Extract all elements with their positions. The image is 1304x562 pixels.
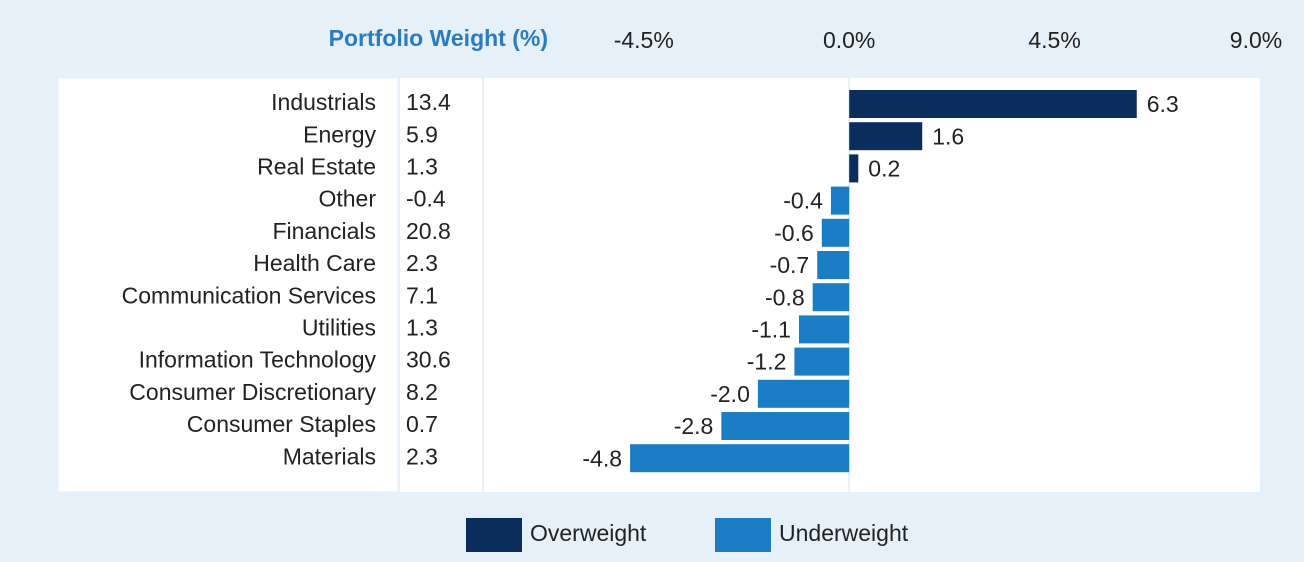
data-label: -1.2 xyxy=(747,349,787,375)
data-label: -2.0 xyxy=(710,381,750,407)
data-label: -0.8 xyxy=(765,284,805,310)
weight-value: 5.9 xyxy=(406,121,438,147)
x-tick-label: 4.5% xyxy=(1028,27,1080,53)
weight-value: 8.2 xyxy=(406,379,438,405)
category-label: Consumer Discretionary xyxy=(129,379,376,405)
category-label: Utilities xyxy=(302,314,376,340)
bar xyxy=(630,444,850,473)
category-label: Materials xyxy=(283,443,376,469)
weight-value: 2.3 xyxy=(406,250,438,276)
data-label: -4.8 xyxy=(582,445,622,471)
weight-panel xyxy=(400,78,482,492)
data-label: -0.4 xyxy=(783,188,823,214)
bar xyxy=(849,90,1137,118)
x-tick-label: -4.5% xyxy=(614,27,674,53)
weight-value: 30.6 xyxy=(406,347,451,373)
category-label: Financials xyxy=(272,218,376,244)
data-label: 0.2 xyxy=(868,155,900,181)
data-label: -1.1 xyxy=(751,316,791,342)
weight-value: 1.3 xyxy=(406,153,438,179)
bar xyxy=(821,218,850,247)
category-label: Consumer Staples xyxy=(187,411,376,437)
weight-value: 7.1 xyxy=(406,282,438,308)
category-label: Real Estate xyxy=(257,153,376,179)
bar xyxy=(817,251,850,279)
data-label: 6.3 xyxy=(1147,91,1179,117)
legend-swatch xyxy=(715,518,771,552)
bar xyxy=(849,154,859,183)
category-label: Communication Services xyxy=(122,282,376,308)
data-label: -0.7 xyxy=(770,252,810,278)
weight-value: 13.4 xyxy=(406,89,451,115)
data-label: -0.6 xyxy=(774,220,814,246)
weight-value: 1.3 xyxy=(406,314,438,340)
legend-label: Overweight xyxy=(530,520,647,546)
weight-value: 20.8 xyxy=(406,218,451,244)
bar xyxy=(794,347,850,376)
x-tick-label: 9.0% xyxy=(1230,27,1282,53)
weight-value: 2.3 xyxy=(406,443,438,469)
x-tick-label: 0.0% xyxy=(823,27,875,53)
bar xyxy=(830,186,850,215)
bar xyxy=(849,122,923,151)
category-label: Health Care xyxy=(253,250,376,276)
bar xyxy=(812,283,850,312)
category-panel xyxy=(57,77,399,493)
data-label: 1.6 xyxy=(932,123,964,149)
category-label: Other xyxy=(318,186,376,212)
column-header: Portfolio Weight (%) xyxy=(329,25,548,51)
category-label: Industrials xyxy=(271,89,376,115)
legend-label: Underweight xyxy=(779,520,909,546)
bar xyxy=(757,379,850,408)
bar xyxy=(798,315,850,344)
category-label: Energy xyxy=(303,121,376,147)
bar xyxy=(721,412,850,440)
category-label: Information Technology xyxy=(139,347,377,373)
weight-value: -0.4 xyxy=(406,186,446,212)
data-label: -2.8 xyxy=(674,413,714,439)
legend-swatch xyxy=(466,518,522,552)
weight-value: 0.7 xyxy=(406,411,438,437)
